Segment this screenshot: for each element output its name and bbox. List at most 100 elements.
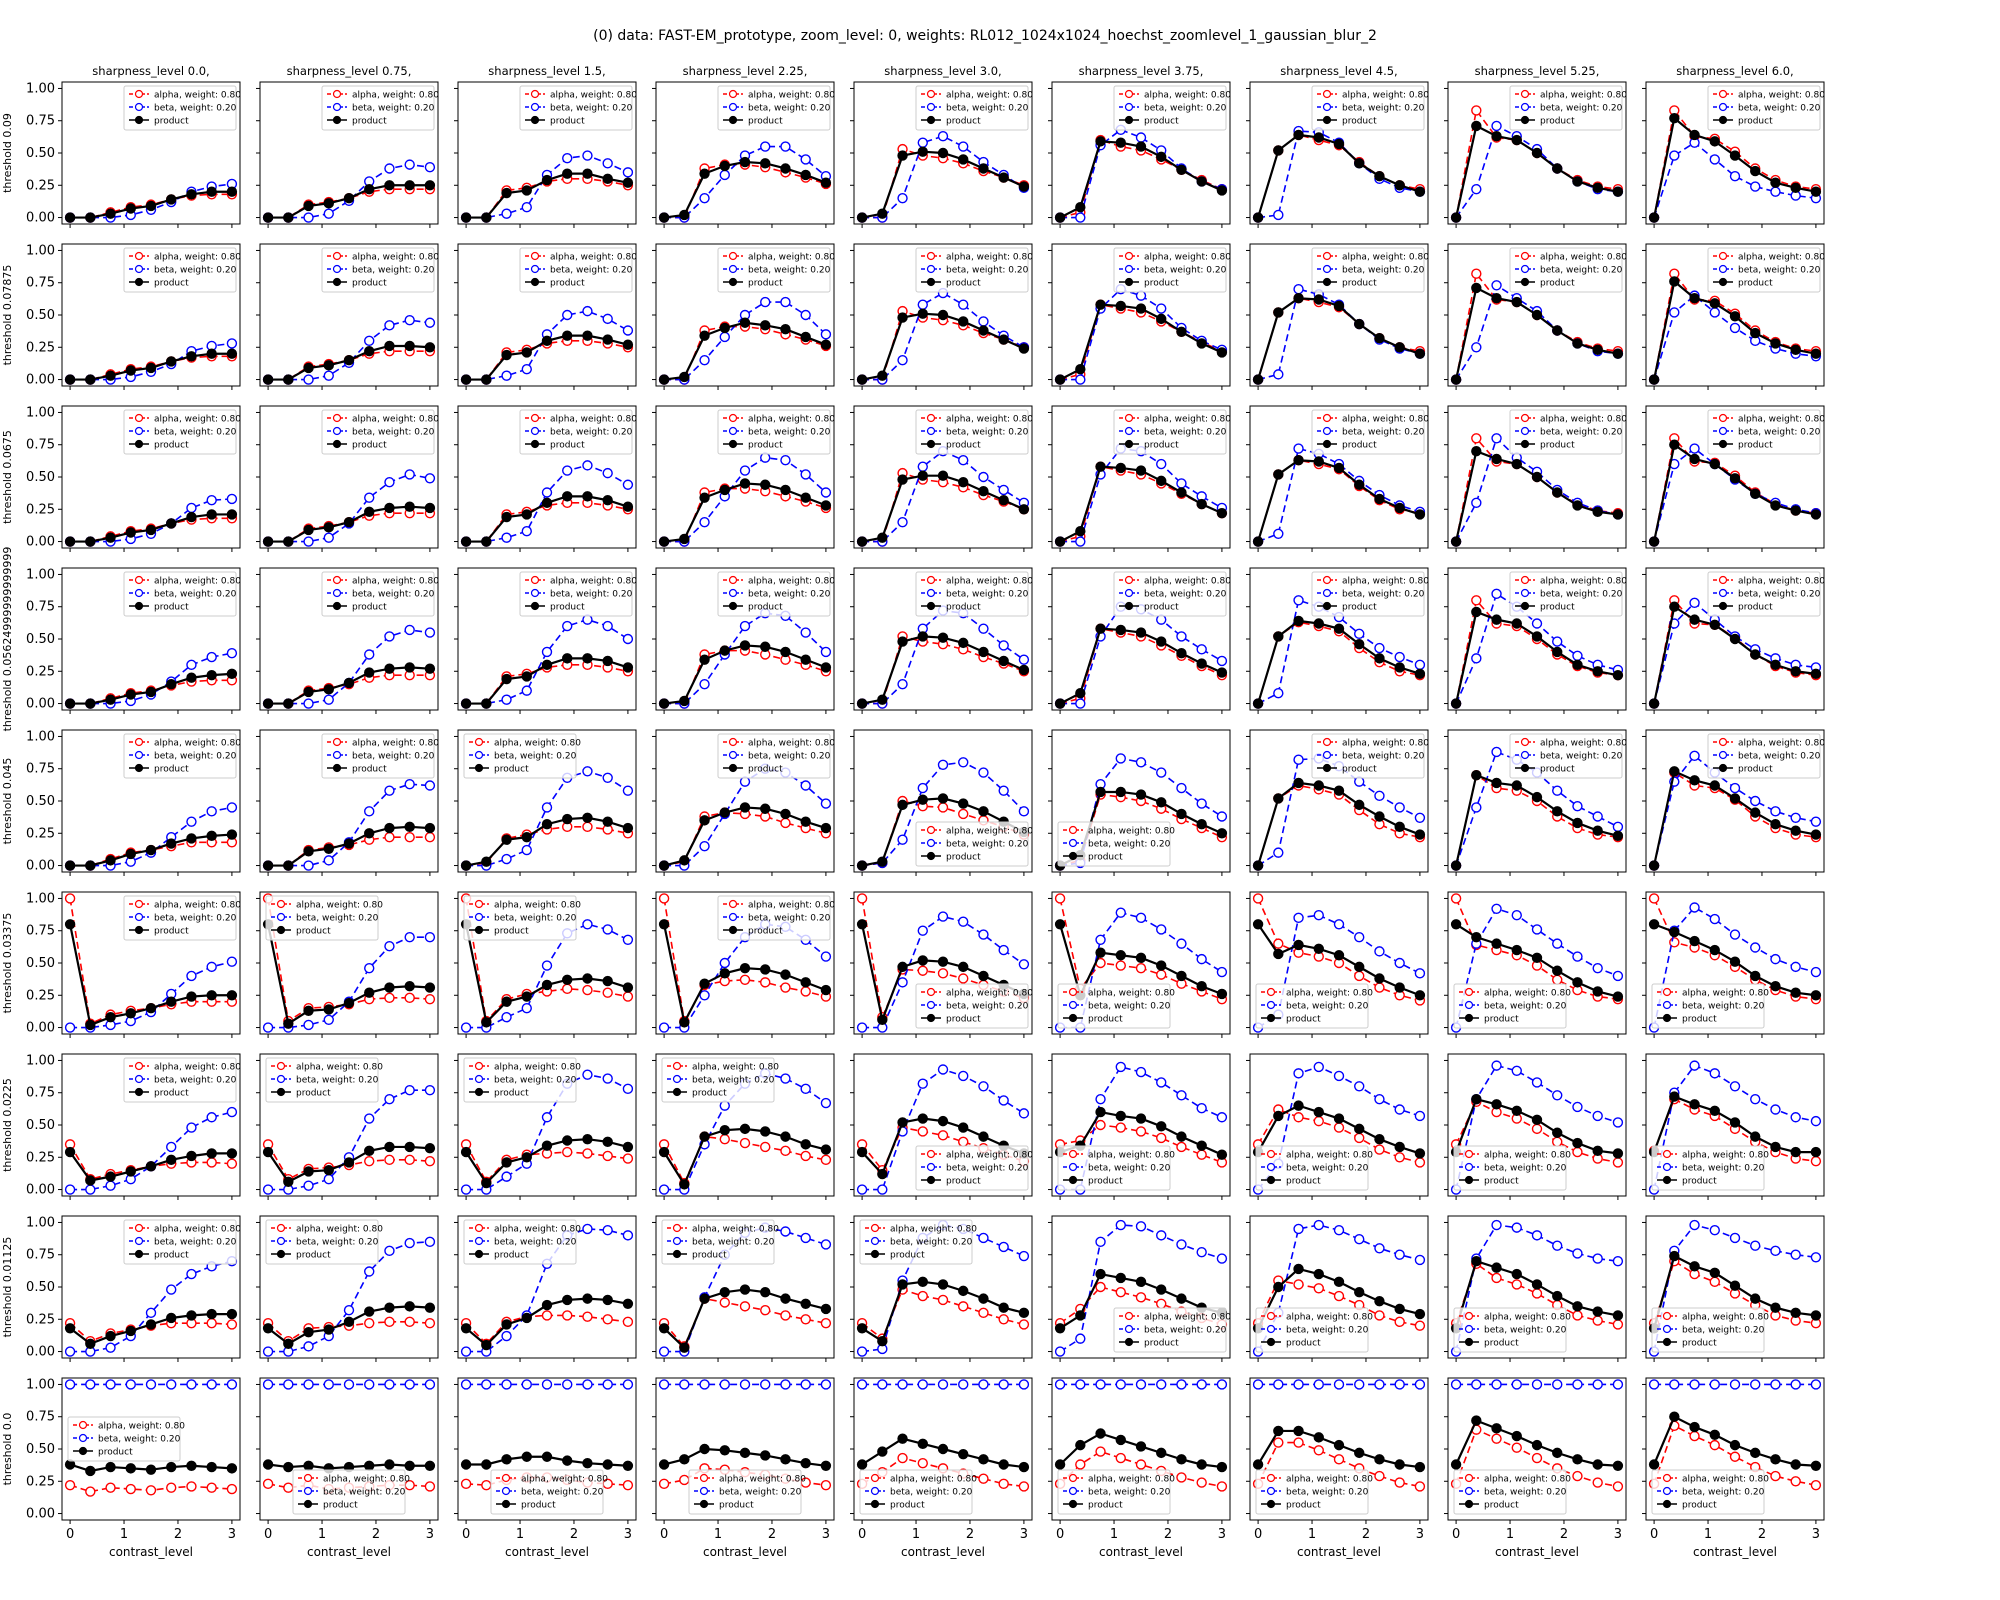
- beta-point: [1135, 132, 1147, 143]
- y-tick-label: 0.50: [26, 1442, 55, 1457]
- alpha-point: [1531, 1288, 1543, 1299]
- product-point: [760, 479, 771, 490]
- legend-marker: [870, 1236, 880, 1246]
- product-point: [105, 1171, 116, 1182]
- legend-marker: [1718, 588, 1728, 598]
- product-point: [105, 370, 116, 381]
- x-tick-label: 1: [912, 1527, 920, 1542]
- legend-label: product: [890, 1501, 925, 1511]
- beta-point: [937, 1064, 949, 1075]
- beta-point: [226, 802, 238, 813]
- x-tick-label: 3: [822, 1527, 830, 1542]
- legend-marker: [728, 737, 738, 747]
- legend-label: product: [1738, 441, 1773, 451]
- product-point: [1054, 212, 1066, 223]
- legend-label: product: [1144, 603, 1179, 613]
- beta-point: [1612, 1255, 1624, 1267]
- beta-series: [856, 757, 1030, 871]
- alpha-point: [1374, 1470, 1385, 1482]
- legend-label: alpha, weight: 0.80: [296, 1063, 383, 1073]
- beta-point: [582, 919, 593, 930]
- legend-label: alpha, weight: 0.80: [550, 91, 637, 101]
- beta-line: [1257, 447, 1421, 543]
- product-point: [1572, 817, 1583, 829]
- legend-label: product: [1682, 1501, 1717, 1511]
- x-tick-label: 3: [1416, 1527, 1424, 1542]
- alpha-point: [1511, 1279, 1522, 1290]
- beta-point: [1018, 959, 1030, 970]
- product-point: [1648, 1459, 1660, 1470]
- product-point: [1374, 333, 1385, 344]
- legend-box: [321, 247, 435, 293]
- beta-point: [303, 1180, 314, 1191]
- product-point: [1374, 1295, 1385, 1307]
- beta-point: [1572, 951, 1583, 962]
- product-point: [1054, 1323, 1066, 1334]
- alpha-point: [582, 1311, 593, 1322]
- x-tick-label: 0: [462, 1527, 470, 1542]
- legend-marker: [728, 413, 738, 423]
- y-tick-label: 0.50: [26, 632, 55, 647]
- beta-series: [262, 1379, 436, 1390]
- product-point: [1196, 1140, 1207, 1151]
- product-point: [186, 189, 197, 200]
- legend-label: alpha, weight: 0.80: [1738, 91, 1825, 101]
- beta-point: [998, 1379, 1009, 1390]
- alpha-point: [404, 1316, 415, 1328]
- product-point: [1750, 327, 1761, 339]
- product-point: [658, 1323, 670, 1334]
- product-point: [521, 347, 532, 358]
- legend-marker: [332, 277, 342, 287]
- product-point: [1354, 1447, 1365, 1459]
- product-point: [1669, 1250, 1680, 1262]
- product-point: [1770, 659, 1781, 671]
- product-point: [343, 1157, 355, 1168]
- product-series: [1450, 120, 1624, 223]
- product-point: [1273, 307, 1284, 318]
- product-point: [521, 1312, 532, 1324]
- legend-label: alpha, weight: 0.80: [1088, 989, 1175, 999]
- legend-marker: [1322, 102, 1332, 112]
- product-series: [460, 168, 634, 223]
- product-point: [1196, 498, 1207, 510]
- legend-marker: [1662, 1175, 1672, 1185]
- alpha-point: [1135, 1126, 1147, 1137]
- legend-label: beta, weight: 0.20: [1738, 428, 1821, 438]
- product-point: [1491, 1423, 1502, 1434]
- beta-point: [1511, 910, 1522, 921]
- beta-point: [521, 364, 532, 375]
- alpha-point: [1572, 1310, 1583, 1321]
- legend-box: [1509, 571, 1623, 617]
- product-point: [1612, 830, 1624, 842]
- product-point: [1552, 487, 1563, 498]
- beta-point: [521, 1002, 532, 1014]
- product-point: [85, 212, 96, 223]
- beta-point: [186, 502, 197, 514]
- legend-label: beta, weight: 0.20: [1342, 590, 1425, 600]
- product-point: [820, 1303, 832, 1315]
- product-point: [303, 846, 314, 857]
- legend-box: [1311, 733, 1425, 779]
- legend-marker: [276, 899, 286, 909]
- legend-marker: [1124, 601, 1134, 611]
- product-point: [1729, 633, 1741, 645]
- product-point: [1414, 1148, 1426, 1159]
- beta-line: [1257, 288, 1421, 381]
- product-point: [166, 356, 177, 367]
- beta-point: [1790, 1379, 1801, 1390]
- product-point: [186, 511, 197, 523]
- alpha-point: [1471, 268, 1482, 279]
- product-series: [856, 1276, 1030, 1347]
- beta-point: [562, 152, 573, 164]
- product-point: [1689, 1261, 1700, 1272]
- beta-point: [1471, 653, 1482, 664]
- product-point: [323, 522, 334, 533]
- legend-marker: [1068, 1000, 1078, 1010]
